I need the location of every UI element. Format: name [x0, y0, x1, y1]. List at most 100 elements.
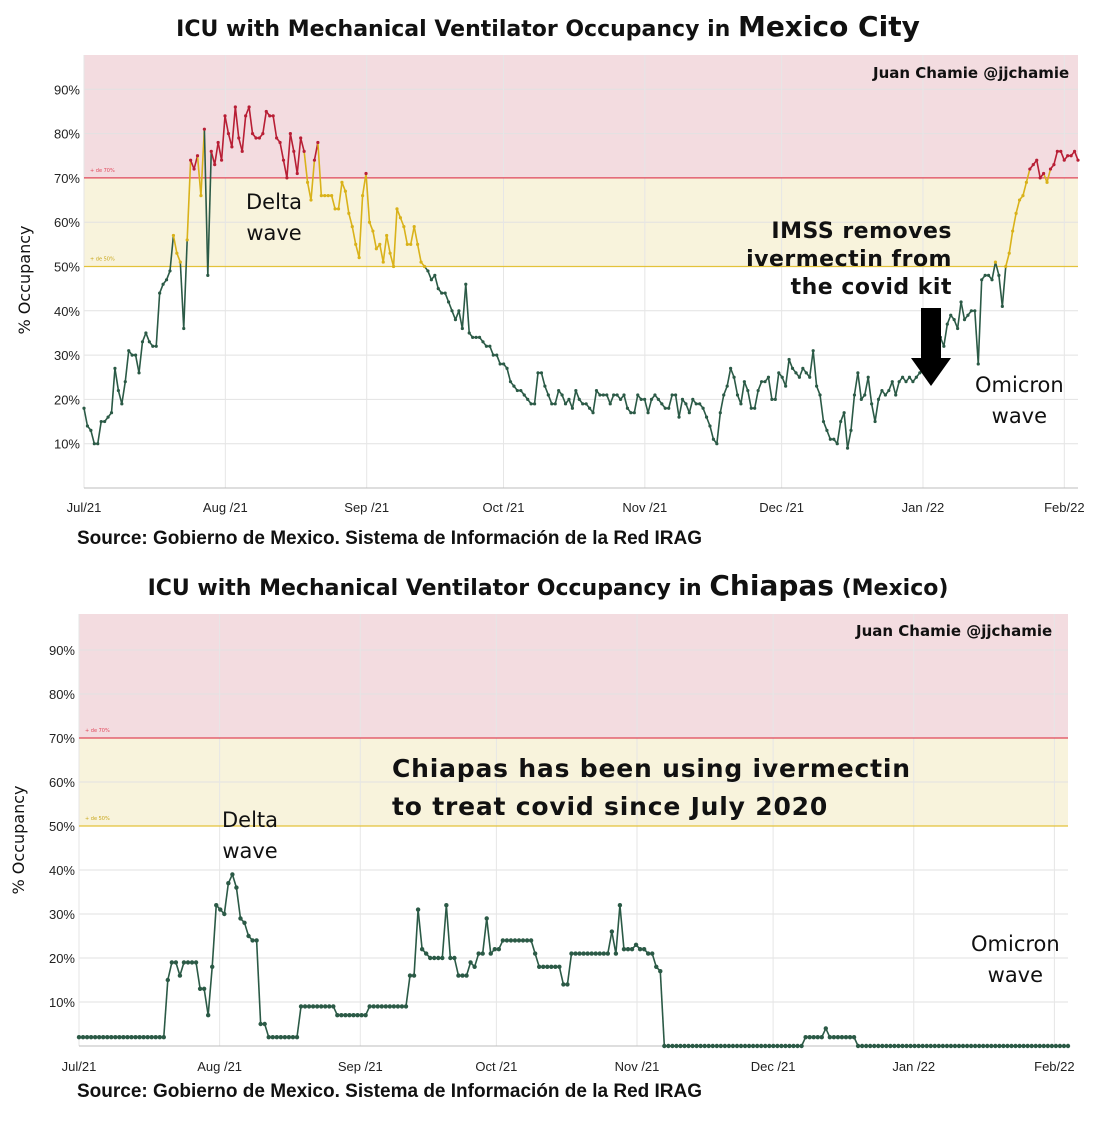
data-point: [779, 1043, 784, 1049]
data-point: [799, 1043, 804, 1049]
data-point: [101, 1035, 106, 1040]
data-point: [831, 1035, 837, 1040]
series-segment: [651, 953, 658, 968]
title-prefix: ICU with Mechanical Ventilator Occupancy…: [176, 17, 738, 42]
data-point: [746, 1043, 752, 1049]
data-point: [354, 242, 358, 246]
series-segment: [473, 953, 480, 968]
data-point: [1024, 180, 1029, 184]
data-point: [467, 331, 471, 335]
data-point: [660, 402, 664, 406]
series-segment: [719, 394, 725, 413]
series-segment: [361, 173, 367, 196]
data-point: [246, 933, 251, 939]
title-prefix: ICU with Mechanical Ventilator Occupancy…: [147, 576, 710, 601]
x-tick-label: Dec /21: [751, 1059, 796, 1074]
data-point: [985, 1043, 990, 1049]
data-point: [192, 167, 196, 171]
data-point: [698, 1043, 703, 1049]
data-point: [379, 1004, 384, 1009]
data-point: [1066, 154, 1070, 158]
data-point: [632, 411, 636, 415]
series-segment: [211, 905, 218, 967]
series-segment: [571, 390, 577, 409]
data-point: [808, 375, 812, 379]
data-point: [177, 973, 183, 978]
data-point: [522, 393, 526, 397]
data-point: [391, 1004, 397, 1009]
data-point: [914, 375, 918, 379]
data-point: [976, 1043, 982, 1049]
data-point: [209, 149, 213, 153]
data-point: [357, 256, 361, 260]
data-point: [645, 951, 651, 956]
data-point: [1011, 229, 1015, 233]
data-point: [539, 371, 544, 375]
data-point: [1014, 211, 1018, 215]
series-segment: [819, 394, 825, 422]
data-point: [519, 388, 523, 393]
data-point: [88, 1035, 94, 1040]
series-segment: [110, 368, 116, 413]
data-point: [419, 947, 425, 952]
data-point: [666, 1043, 671, 1049]
data-point: [704, 415, 709, 419]
data-point: [851, 1035, 857, 1040]
series-segment: [1011, 213, 1017, 232]
data-point: [474, 335, 478, 339]
series-segment: [974, 310, 980, 365]
series-segment: [836, 421, 842, 444]
data-point: [775, 1043, 780, 1049]
data-point: [502, 362, 506, 366]
series-segment: [172, 235, 178, 254]
data-point: [674, 1043, 679, 1049]
data-point: [701, 406, 705, 410]
data-point: [524, 938, 530, 943]
series-segment: [994, 261, 1000, 276]
data-point: [1037, 1043, 1042, 1049]
data-point: [113, 1035, 118, 1040]
series-segment: [351, 226, 357, 245]
data-point: [201, 986, 207, 991]
data-point: [403, 1004, 409, 1009]
data-point: [141, 1035, 146, 1040]
data-point: [811, 1035, 816, 1040]
data-point: [440, 291, 444, 295]
data-point: [80, 1035, 86, 1040]
series-segment: [235, 887, 242, 919]
data-point: [161, 282, 165, 286]
data-point: [1038, 176, 1042, 180]
data-point: [711, 437, 716, 441]
data-point: [504, 938, 510, 943]
series-segment: [413, 909, 419, 976]
data-point: [658, 969, 663, 974]
data-point: [82, 406, 86, 410]
data-point: [823, 1026, 828, 1031]
data-point: [964, 1043, 970, 1049]
series-segment: [607, 931, 613, 954]
title-place: Chiapas: [709, 569, 834, 602]
data-point: [780, 375, 784, 379]
data-point: [1072, 149, 1077, 153]
series-segment: [808, 350, 814, 378]
series-segment: [453, 957, 460, 976]
y-tick-label: 90%: [54, 82, 80, 97]
series-segment: [403, 226, 409, 245]
data-point: [835, 442, 839, 446]
data-point: [656, 397, 660, 401]
data-point: [299, 136, 303, 140]
data-point: [416, 242, 420, 246]
data-point: [411, 973, 417, 978]
series-segment: [1025, 168, 1031, 183]
data-point: [508, 938, 514, 943]
series-segment: [784, 359, 790, 387]
series-segment: [774, 372, 780, 400]
data-point: [756, 388, 760, 393]
data-point: [1009, 1043, 1014, 1049]
data-point: [306, 1004, 312, 1009]
series-segment: [231, 874, 238, 888]
data-point: [85, 424, 90, 428]
series-segment: [740, 381, 746, 404]
data-point: [883, 393, 887, 397]
data-point: [815, 384, 819, 388]
